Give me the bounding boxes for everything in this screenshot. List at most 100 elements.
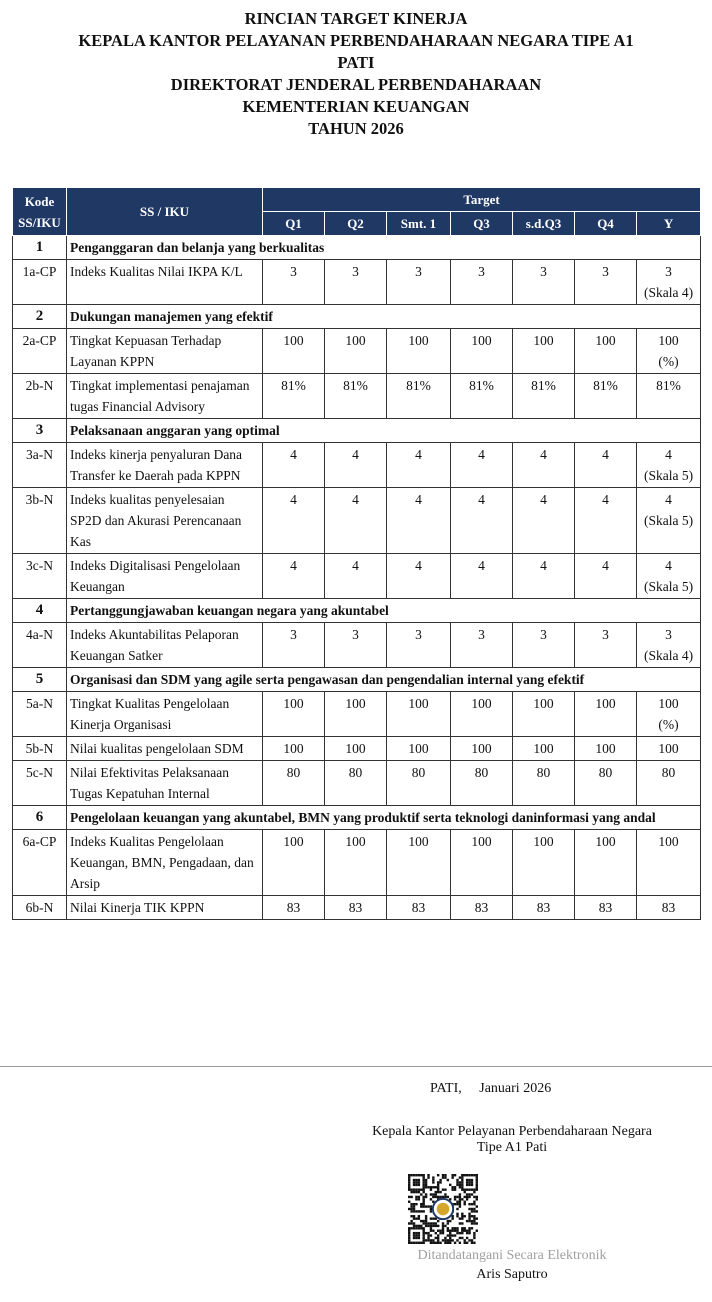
value: 3	[665, 264, 672, 279]
row-code: 6	[12, 805, 67, 830]
signatory-position: Kepala Kantor Pelayanan Perbendaharaan N…	[340, 1124, 684, 1156]
target-value: 80	[635, 760, 702, 806]
target-value: 4	[450, 553, 513, 599]
target-value: 83	[512, 895, 575, 920]
target-value: 100	[512, 691, 575, 737]
iku-label: Indeks Kualitas Pengelolaan Keuangan, BM…	[66, 829, 263, 896]
target-value: 4	[386, 442, 451, 488]
iku-label: Indeks Kualitas Nilai IKPA K/L	[66, 259, 263, 305]
row-code: 6a-CP	[12, 829, 67, 896]
section-label: Pertanggungjawaban keuangan negara yang …	[65, 598, 702, 623]
iku-label: Indeks Akuntabilitas Pelaporan Keuangan …	[66, 622, 263, 668]
section-row: 6 Pengelolaan keuangan yang akuntabel, BM…	[12, 805, 702, 830]
iku-label: Indeks kinerja penyaluran Dana Transfer …	[66, 442, 263, 488]
value: 4	[665, 447, 672, 462]
target-value: 4	[574, 553, 637, 599]
title-line: KEMENTERIAN KEUANGAN	[242, 97, 470, 116]
target-value: 100	[262, 328, 325, 374]
scale-note: (Skala 4)	[643, 285, 694, 300]
target-value: 3	[574, 259, 637, 305]
iku-label: Tingkat Kualitas Pengelolaan Kinerja Org…	[66, 691, 263, 737]
title-line: DIREKTORAT JENDERAL PERBENDAHARAAN	[170, 75, 542, 94]
target-value: 100	[386, 328, 451, 374]
table-row: 5c-N Nilai Efektivitas Pelaksanaan Tugas …	[12, 760, 702, 806]
target-value: 3	[262, 622, 325, 668]
scale-note: (%)	[658, 354, 679, 369]
target-value: 100	[512, 736, 575, 761]
header-col: Y	[635, 211, 702, 236]
table-row: 2a-CP Tingkat Kepuasan Terhadap Layanan K…	[12, 328, 702, 374]
header-col: s.d.Q3	[512, 211, 575, 236]
row-code: 1	[12, 235, 67, 260]
row-code: 1a-CP	[12, 259, 67, 305]
target-value: 100	[450, 328, 513, 374]
target-value: 3	[574, 622, 637, 668]
target-value: 4	[450, 442, 513, 488]
title-line: RINCIAN TARGET KINERJA	[244, 9, 468, 28]
section-label: Pelaksanaan anggaran yang optimal	[65, 418, 702, 443]
iku-label: Tingkat Kepuasan Terhadap Layanan KPPN	[66, 328, 263, 374]
iku-label: Indeks Digitalisasi Pengelolaan Keuangan	[66, 553, 263, 599]
target-value: 4	[324, 553, 387, 599]
target-value: 3	[386, 622, 451, 668]
row-code: 5	[12, 667, 67, 692]
position-line2: Tipe A1 Pati	[476, 1140, 548, 1155]
row-code: 5a-N	[12, 691, 67, 737]
target-value: 83	[262, 895, 325, 920]
target-value: 80	[512, 760, 575, 806]
value: 100	[658, 696, 679, 711]
target-value: 4	[574, 442, 637, 488]
target-value: 100	[386, 736, 451, 761]
target-value: 100	[635, 736, 702, 761]
header-col: Q2	[324, 211, 387, 236]
table-row: 1a-CP Indeks Kualitas Nilai IKPA K/L 3 3 3 3 3…	[12, 259, 702, 305]
target-value: 3	[512, 259, 575, 305]
target-value: 100	[262, 829, 325, 896]
iku-label: Tingkat implementasi penajaman tugas Fin…	[66, 373, 263, 419]
target-value: 4	[574, 487, 637, 554]
target-value: 4	[324, 487, 387, 554]
iku-label: Nilai Kinerja TIK KPPN	[66, 895, 263, 920]
target-value: 3 (Skala 4)	[635, 259, 702, 305]
target-value: 80	[450, 760, 513, 806]
target-value: 81%	[450, 373, 513, 419]
row-code: 3b-N	[12, 487, 67, 554]
row-code: 2	[12, 304, 67, 329]
value: 4	[665, 492, 672, 507]
target-value: 100	[386, 829, 451, 896]
target-value: 4	[512, 553, 575, 599]
section-row: 5 Organisasi dan SDM yang agile serta pen…	[12, 667, 702, 692]
table-row: 4a-N Indeks Akuntabilitas Pelaporan Keuan…	[12, 622, 702, 668]
row-code: 5c-N	[12, 760, 67, 806]
row-code: 3c-N	[12, 553, 67, 599]
target-value: 80	[386, 760, 451, 806]
target-value: 83	[635, 895, 702, 920]
header-ss-iku: SS / IKU	[66, 187, 263, 236]
target-value: 100	[574, 829, 637, 896]
section-row: 3 Pelaksanaan anggaran yang optimal	[12, 418, 702, 443]
row-code: 4	[12, 598, 67, 623]
target-value: 4 (Skala 5)	[635, 442, 702, 488]
divider	[0, 1066, 712, 1067]
target-value: 100	[386, 691, 451, 737]
target-value: 100	[450, 691, 513, 737]
target-value: 3	[512, 622, 575, 668]
row-code: 4a-N	[12, 622, 67, 668]
target-value: 4 (Skala 5)	[635, 553, 702, 599]
target-value: 3 (Skala 4)	[635, 622, 702, 668]
target-value: 3	[450, 259, 513, 305]
row-code: 2a-CP	[12, 328, 67, 374]
target-value: 81%	[324, 373, 387, 419]
header-col: Smt. 1	[386, 211, 451, 236]
target-value: 100	[324, 328, 387, 374]
section-row: 2 Dukungan manajemen yang efektif	[12, 304, 702, 329]
target-value: 83	[450, 895, 513, 920]
iku-label: Indeks kualitas penyelesaian SP2D dan Ak…	[66, 487, 263, 554]
section-row: 1 Penganggaran dan belanja yang berkualit…	[12, 235, 702, 260]
target-value: 83	[324, 895, 387, 920]
target-value: 80	[324, 760, 387, 806]
title-line: TAHUN 2026	[308, 119, 404, 138]
target-value: 100 (%)	[635, 691, 702, 737]
target-value: 81%	[635, 373, 702, 419]
target-value: 3	[386, 259, 451, 305]
